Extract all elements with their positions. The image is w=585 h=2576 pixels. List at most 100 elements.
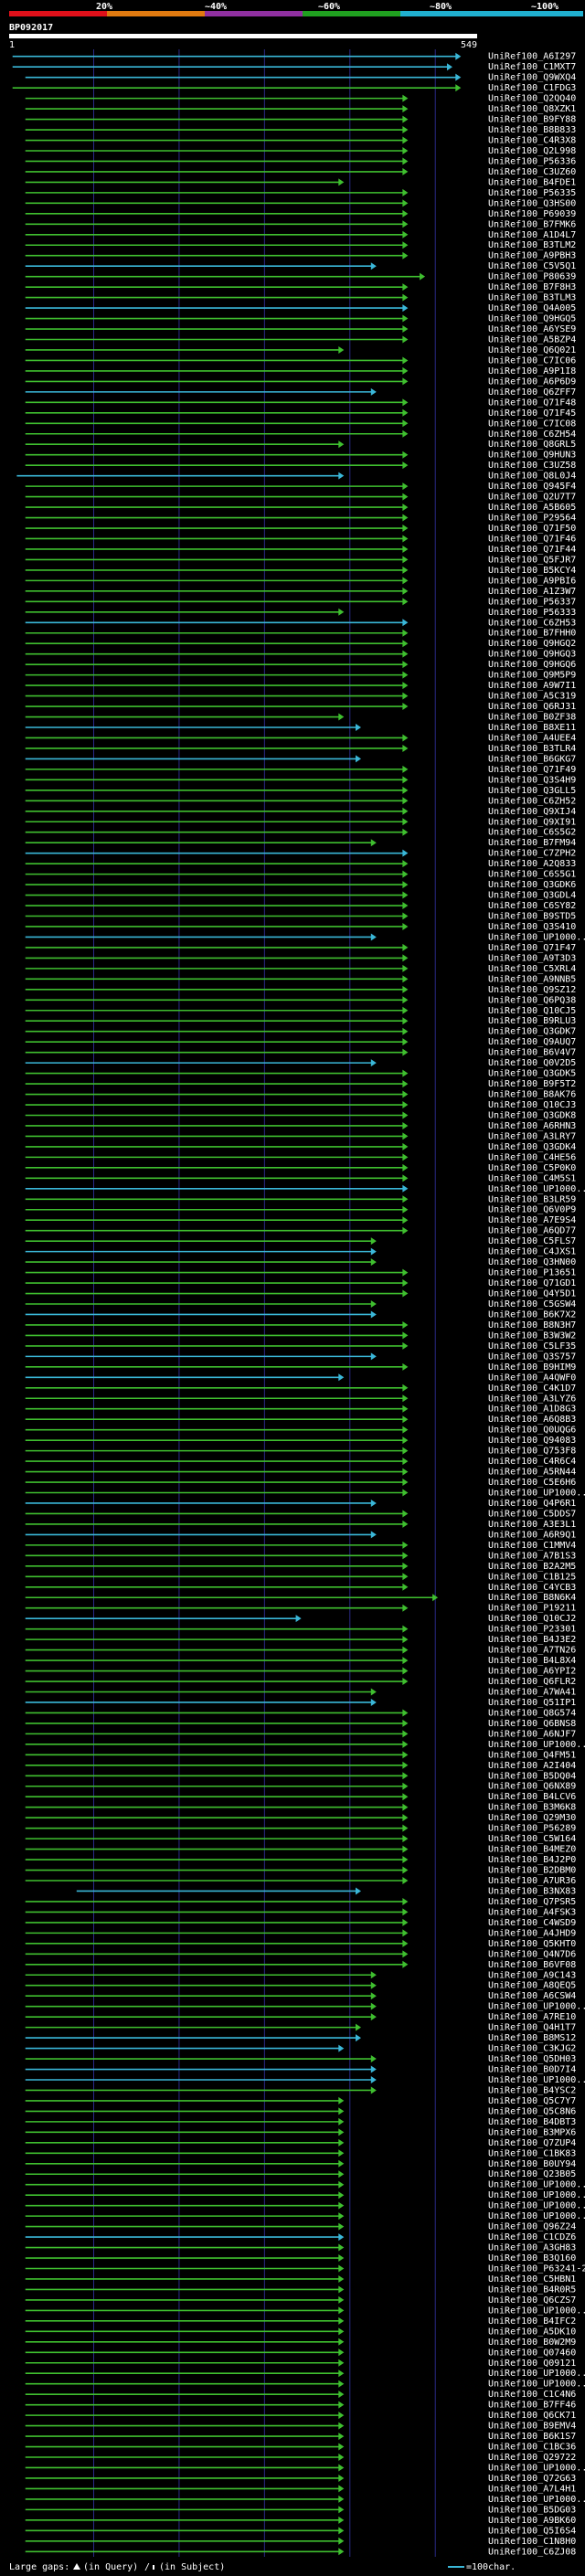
hit-row[interactable]: UniRef100_Q8L0J4 [16,472,576,482]
hit-row[interactable]: UniRef100_B3LR59 [25,1194,577,1204]
hit-label[interactable]: UniRef100_A5RN44 [488,1468,576,1478]
hit-label[interactable]: UniRef100_A4UEE4 [488,733,576,743]
hit-label[interactable]: UniRef100_Q6CK71 [488,2411,576,2421]
hit-row[interactable]: UniRef100_A8QEQ5 [25,1981,577,1991]
hit-label[interactable]: UniRef100_UP1000.. [488,1489,585,1499]
hit-row[interactable]: UniRef100_Q4P6R1 [25,1499,577,1509]
hit-label[interactable]: UniRef100_Q96Z24 [488,2222,576,2232]
hit-label[interactable]: UniRef100_B6GKG7 [488,754,576,764]
hit-label[interactable]: UniRef100_Q9AUQ7 [488,1037,576,1047]
hit-label[interactable]: UniRef100_B3MPX6 [488,2127,576,2137]
hit-label[interactable]: UniRef100_B3LR59 [488,1194,576,1204]
hit-row[interactable]: UniRef100_C6SY82 [25,901,577,911]
hit-row[interactable]: UniRef100_A5RN44 [25,1468,577,1478]
hit-row[interactable]: UniRef100_Q7ZUP4 [25,2138,577,2148]
hit-label[interactable]: UniRef100_C3KJG2 [488,2044,576,2054]
hit-row[interactable]: UniRef100_A5C319 [25,692,577,702]
hit-row[interactable]: UniRef100_A9T3D3 [25,953,577,963]
hit-label[interactable]: UniRef100_Q07460 [488,2348,576,2358]
hit-label[interactable]: UniRef100_C6S5G2 [488,828,576,838]
hit-label[interactable]: UniRef100_P29564 [488,514,576,524]
hit-row[interactable]: UniRef100_Q3GDK8 [25,1110,577,1120]
hit-row[interactable]: UniRef100_Q6NX89 [25,1782,577,1792]
hit-row[interactable]: UniRef100_A5BZP4 [25,335,577,345]
hit-label[interactable]: UniRef100_A6YSE9 [488,324,576,334]
hit-label[interactable]: UniRef100_Q10CJ2 [488,1614,576,1624]
hit-row[interactable]: UniRef100_A5DK10 [25,2327,577,2337]
hit-row[interactable]: UniRef100_Q4N7D6 [25,1949,577,1959]
hit-row[interactable]: UniRef100_Q9HGQ5 [25,314,577,324]
hit-label[interactable]: UniRef100_Q6PQ38 [488,995,576,1005]
hit-row[interactable]: UniRef100_C4JXS1 [25,1247,577,1257]
hit-row[interactable]: UniRef100_A6YSE9 [25,324,577,334]
hit-label[interactable]: UniRef100_A6P6D9 [488,376,576,387]
hit-row[interactable]: UniRef100_Q9HUN3 [25,451,577,461]
hit-label[interactable]: UniRef100_A1Z3W7 [488,587,576,597]
hit-label[interactable]: UniRef100_Q9HUN3 [488,451,576,461]
hit-label[interactable]: UniRef100_B0W2M9 [488,2337,576,2348]
hit-label[interactable]: UniRef100_Q51IP1 [488,1698,576,1708]
hit-row[interactable]: UniRef100_A9NNB5 [25,974,577,984]
hit-label[interactable]: UniRef100_Q9HGQ6 [488,660,576,670]
hit-row[interactable]: UniRef100_C4R3X8 [25,136,577,146]
hit-label[interactable]: UniRef100_C5DDS7 [488,1509,576,1519]
hit-row[interactable]: UniRef100_P13651 [25,1268,577,1278]
hit-row[interactable]: UniRef100_B4FDE1 [25,177,577,187]
hit-row[interactable]: UniRef100_C6ZH54 [25,429,577,440]
hit-row[interactable]: UniRef100_Q7PSR5 [25,1897,577,1907]
hit-row[interactable]: UniRef100_C3UZ60 [25,167,577,177]
hit-row[interactable]: UniRef100_B9RLU3 [25,1016,577,1026]
hit-row[interactable]: UniRef100_B6K7X2 [25,1309,577,1320]
hit-label[interactable]: UniRef100_B7FHH0 [488,629,576,639]
hit-row[interactable]: UniRef100_Q9HGQ3 [25,650,577,660]
hit-label[interactable]: UniRef100_C5HBN1 [488,2274,576,2284]
hit-row[interactable]: UniRef100_Q5FJR7 [25,555,577,565]
hit-row[interactable]: UniRef100_Q4H1T7 [25,2023,577,2033]
hit-label[interactable]: UniRef100_A6Q8B3 [488,1415,576,1425]
hit-row[interactable]: UniRef100_A6P6D9 [25,376,577,387]
hit-label[interactable]: UniRef100_C6ZH52 [488,796,576,806]
hit-label[interactable]: UniRef100_B0D7I4 [488,2065,576,2075]
hit-label[interactable]: UniRef100_C1FDG3 [488,83,576,93]
hit-label[interactable]: UniRef100_C4R6C4 [488,1457,576,1467]
hit-label[interactable]: UniRef100_A9PBH3 [488,251,576,261]
hit-row[interactable]: UniRef100_A9W7I1 [25,681,577,691]
hit-row[interactable]: UniRef100_A3LRY7 [25,1131,577,1141]
hit-label[interactable]: UniRef100_B2A2M5 [488,1562,576,1572]
hit-row[interactable]: UniRef100_Q5C7Y7 [25,2096,577,2106]
hit-row[interactable]: UniRef100_C1MXT7 [12,62,577,72]
hit-row[interactable]: UniRef100_A7L4H1 [25,2484,577,2494]
hit-label[interactable]: UniRef100_B4R0R5 [488,2284,576,2295]
hit-row[interactable]: UniRef100_Q4A005 [25,303,577,313]
hit-label[interactable]: UniRef100_Q3GDL4 [488,891,576,901]
hit-label[interactable]: UniRef100_Q10CJ3 [488,1100,576,1110]
hit-label[interactable]: UniRef100_A5B605 [488,503,576,513]
hit-row[interactable]: UniRef100_C1BC36 [25,2443,577,2453]
hit-label[interactable]: UniRef100_B3TLM3 [488,293,576,303]
hit-label[interactable]: UniRef100_Q10CJ5 [488,1006,576,1016]
hit-label[interactable]: UniRef100_Q9XI91 [488,817,576,827]
hit-label[interactable]: UniRef100_P23301 [488,1625,576,1635]
hit-row[interactable]: UniRef100_A6NJF7 [25,1729,577,1739]
hit-label[interactable]: UniRef100_C7IC06 [488,355,576,366]
hit-label[interactable]: UniRef100_Q23B05 [488,2169,576,2179]
hit-label[interactable]: UniRef100_Q9HGQ5 [488,314,576,324]
hit-row[interactable]: UniRef100_Q3S757 [25,1352,577,1362]
hit-row[interactable]: UniRef100_UP1000.. [25,2075,585,2085]
hit-row[interactable]: UniRef100_C6ZH52 [25,796,577,806]
hit-row[interactable]: UniRef100_B6GKG7 [25,754,577,764]
hit-label[interactable]: UniRef100_C1BK83 [488,2148,576,2158]
hit-row[interactable]: UniRef100_B7F8H3 [25,282,577,292]
hit-label[interactable]: UniRef100_A7TN26 [488,1646,576,1656]
hit-row[interactable]: UniRef100_Q8XZK1 [25,104,577,114]
hit-label[interactable]: UniRef100_A5DK10 [488,2327,576,2337]
hit-label[interactable]: UniRef100_C5GSW4 [488,1299,576,1309]
hit-row[interactable]: UniRef100_Q0V2D5 [25,1058,577,1068]
hit-label[interactable]: UniRef100_P56337 [488,597,576,607]
hit-label[interactable]: UniRef100_B8N3H7 [488,1320,576,1330]
hit-label[interactable]: UniRef100_Q71F47 [488,943,576,953]
hit-row[interactable]: UniRef100_Q6FLR2 [25,1677,577,1687]
hit-row[interactable]: UniRef100_C1C4N6 [25,2390,577,2400]
hit-row[interactable]: UniRef100_B2DBM0 [25,1866,577,1876]
hit-row[interactable]: UniRef100_A6R9Q1 [25,1530,577,1540]
